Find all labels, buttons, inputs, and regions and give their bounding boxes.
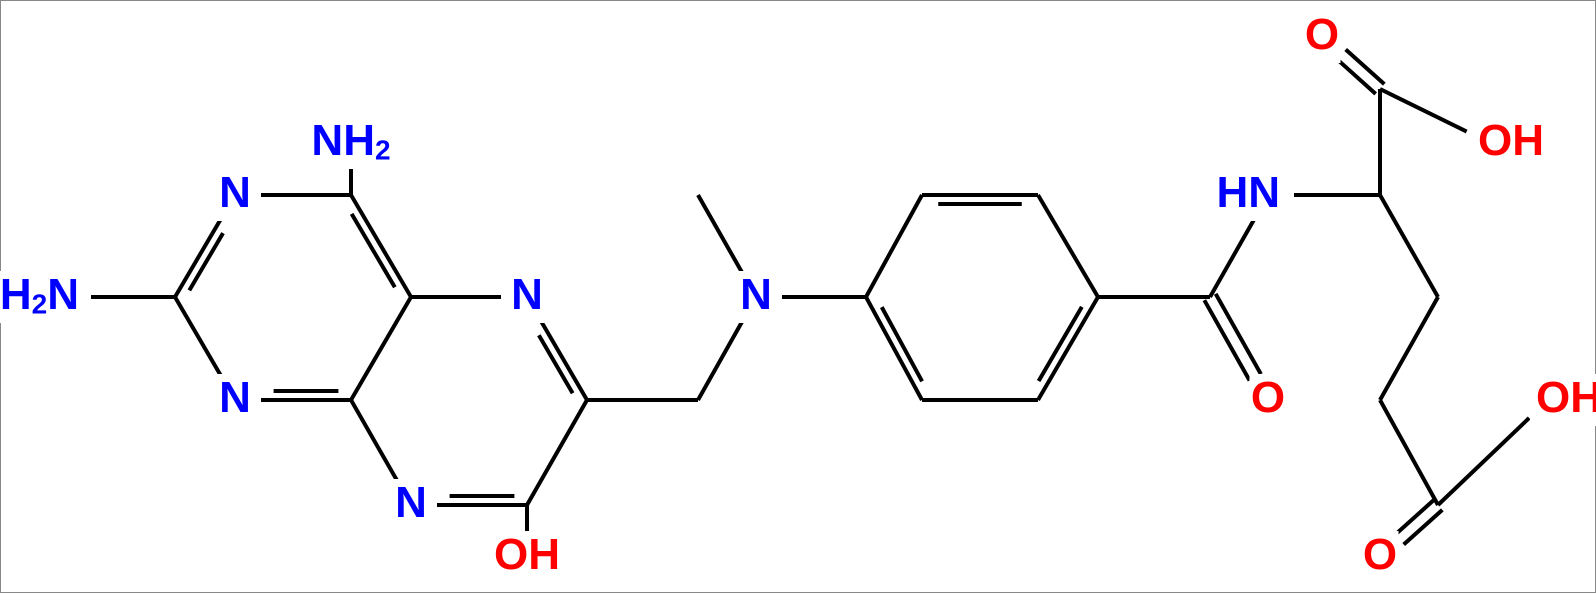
svg-text:O: O: [1305, 10, 1339, 59]
svg-text:N: N: [219, 168, 251, 217]
svg-text:OH: OH: [1536, 373, 1596, 422]
atom-O: O: [1249, 373, 1286, 426]
atom-N: N: [216, 373, 253, 426]
svg-text:OH: OH: [494, 530, 560, 579]
svg-text:HN: HN: [1216, 168, 1280, 217]
atom-N: N: [737, 270, 774, 323]
svg-text:N: N: [219, 373, 251, 422]
atom-N: HN: [1216, 168, 1286, 221]
svg-text:O: O: [1251, 373, 1285, 422]
atom-N: N: [216, 168, 253, 221]
svg-text:OH: OH: [1478, 116, 1544, 165]
svg-text:O: O: [1363, 530, 1397, 579]
molecule-canvas: H2NNNH2NNNOHNOHNOOHOOH: [0, 0, 1596, 593]
molecule-svg: H2NNNH2NNNOHNOHNOOHOOH: [0, 0, 1596, 593]
svg-text:N: N: [511, 270, 543, 319]
atom-N: N: [392, 478, 429, 531]
atom-O: OH: [494, 530, 560, 583]
atom-N: N: [508, 270, 545, 323]
atom-O: OH: [1530, 373, 1596, 426]
svg-text:N: N: [395, 478, 427, 527]
atom-O: O: [1303, 10, 1340, 63]
atom-O: O: [1361, 530, 1398, 583]
atom-O: OH: [1472, 116, 1544, 169]
svg-text:N: N: [740, 270, 772, 319]
atom-N: NH2: [309, 116, 394, 169]
